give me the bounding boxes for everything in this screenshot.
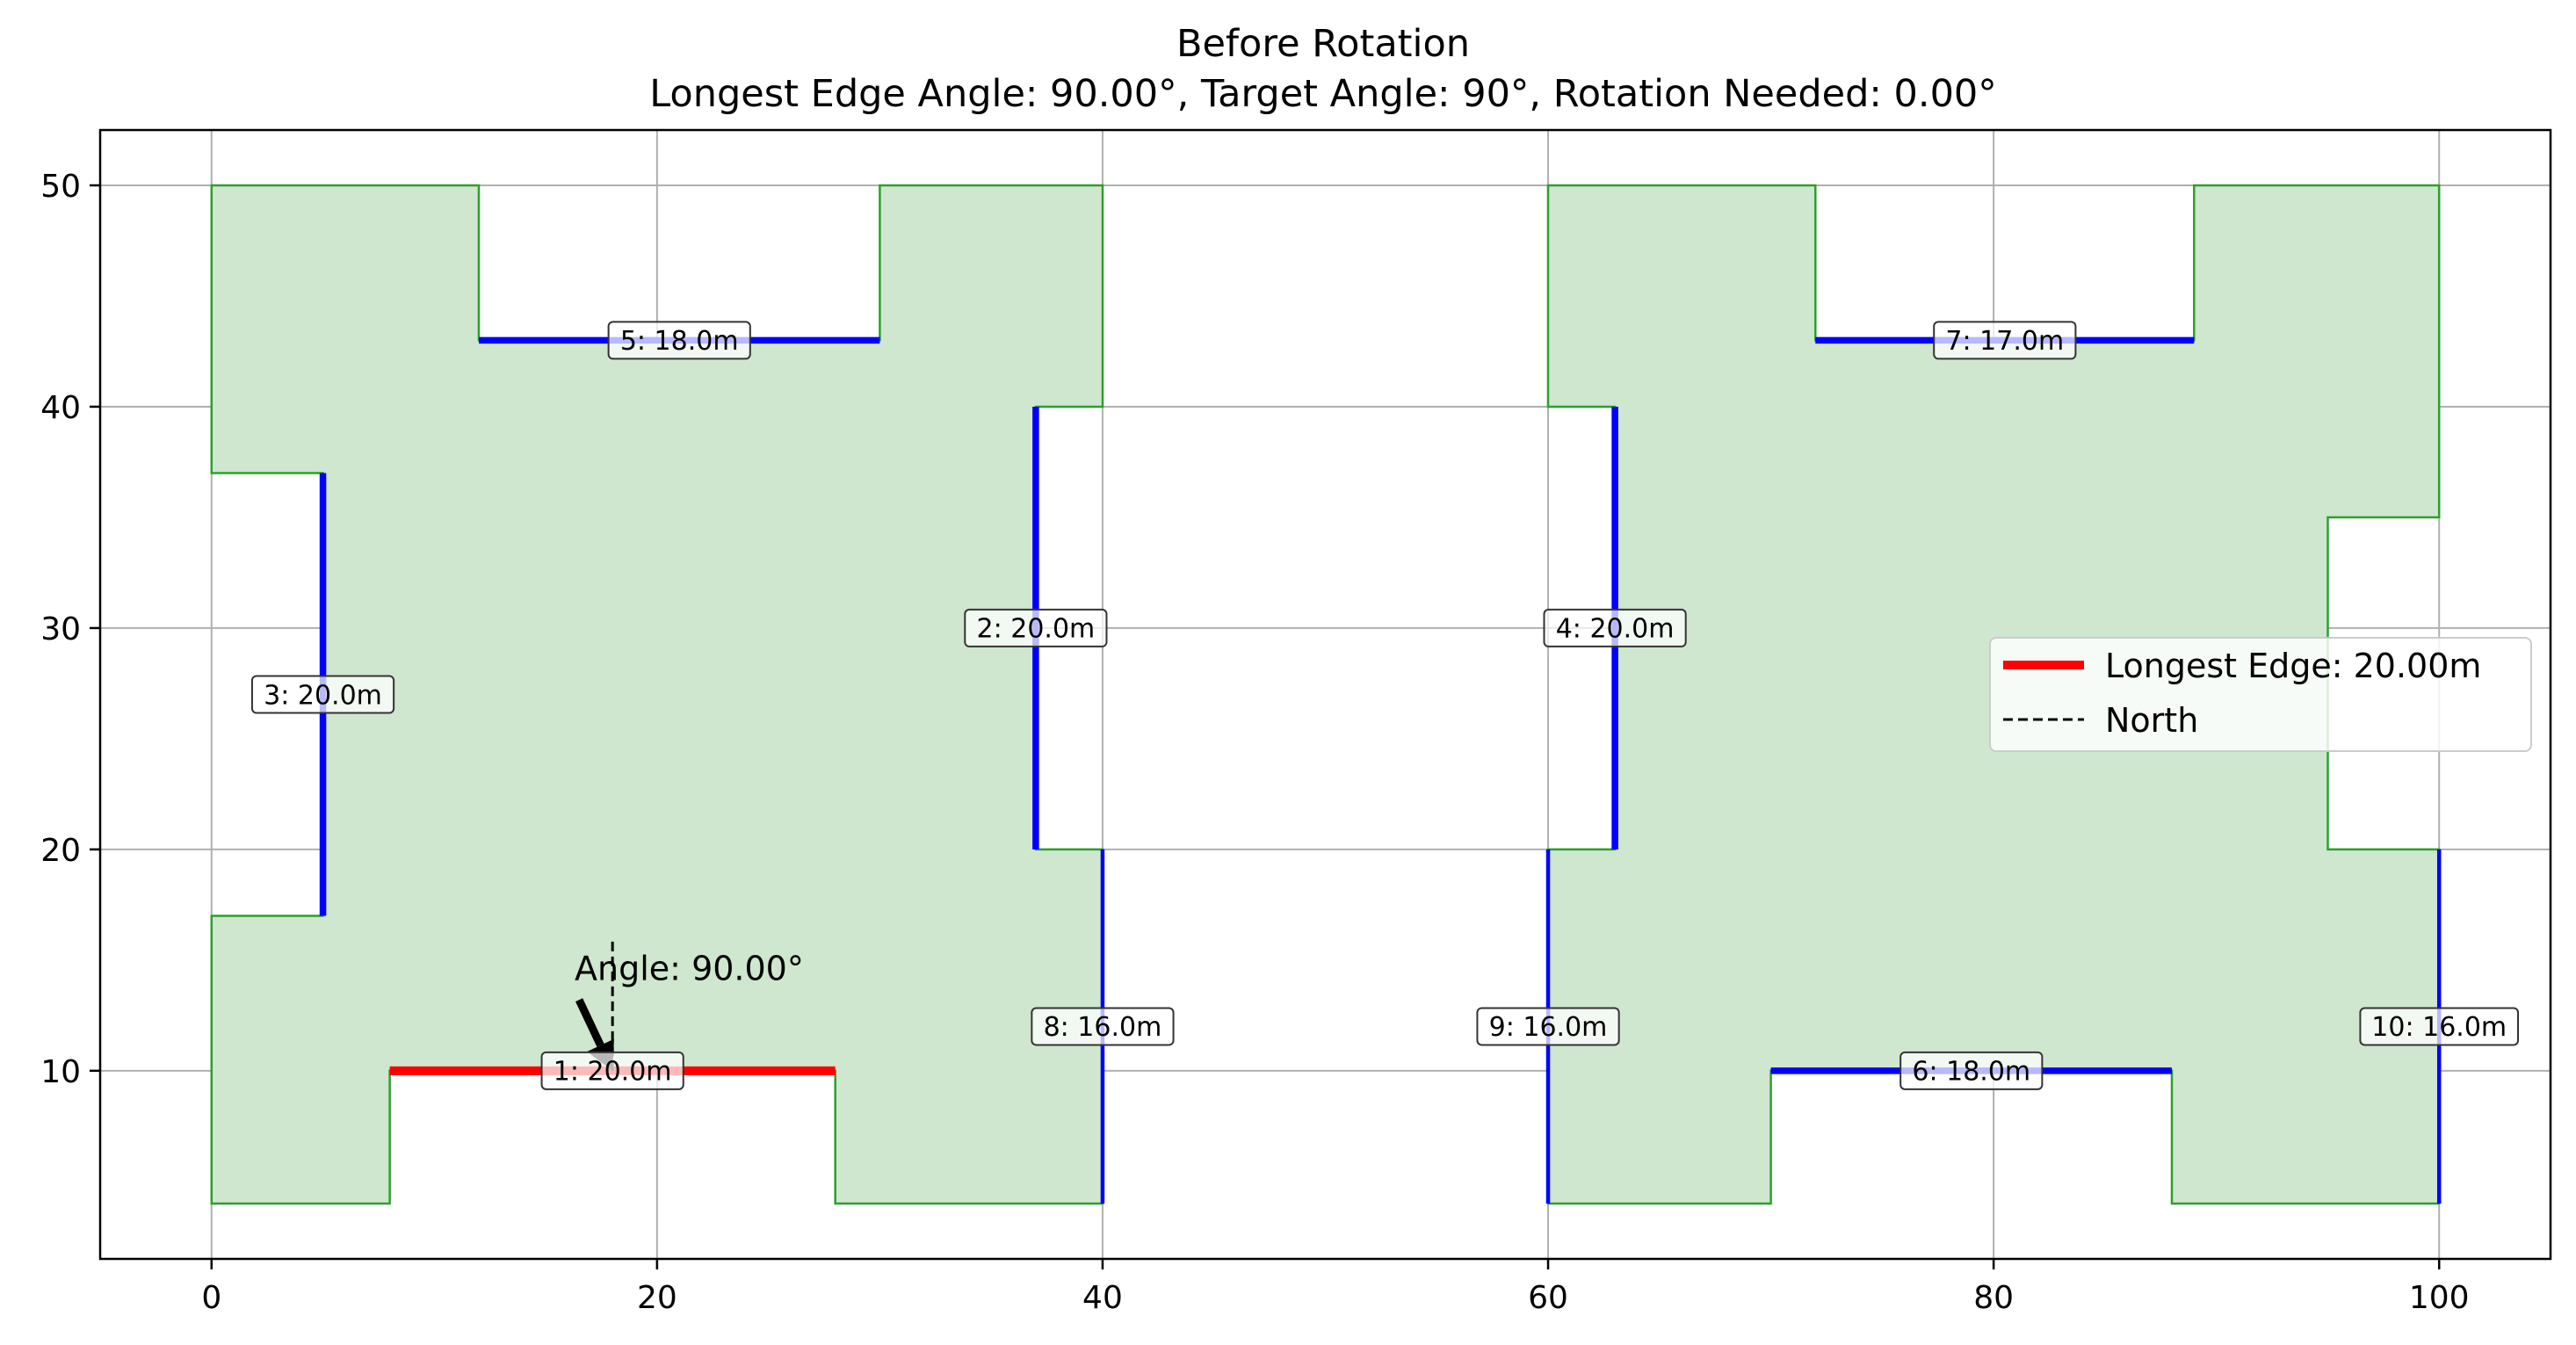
edge-label-5: 5: 18.0m bbox=[609, 322, 750, 358]
edge-label-8: 8: 16.0m bbox=[1031, 1008, 1173, 1045]
edge-label-10: 10: 16.0m bbox=[2360, 1008, 2518, 1045]
edge-label-4: 4: 20.0m bbox=[1545, 610, 1686, 647]
chart-subtitle: Longest Edge Angle: 90.00°, Target Angle… bbox=[649, 72, 1997, 116]
edge-label-9: 9: 16.0m bbox=[1477, 1008, 1618, 1045]
legend-label-longest-edge: Longest Edge: 20.00m bbox=[2105, 647, 2481, 685]
edge-label-2: 2: 20.0m bbox=[965, 610, 1106, 647]
chart-title: Before Rotation bbox=[1176, 22, 1470, 66]
edge-label-text-1: 1: 20.0m bbox=[554, 1057, 672, 1088]
edge-label-1: 1: 20.0m bbox=[542, 1052, 684, 1089]
edge-label-7: 7: 17.0m bbox=[1934, 322, 2075, 358]
y-tick-label-30: 30 bbox=[40, 611, 81, 647]
edge-label-text-8: 8: 16.0m bbox=[1044, 1012, 1162, 1043]
edge-label-6: 6: 18.0m bbox=[1900, 1052, 2042, 1089]
edge-label-text-6: 6: 18.0m bbox=[1912, 1057, 2030, 1088]
x-tick-label-80: 80 bbox=[1973, 1280, 2014, 1316]
x-tick-label-40: 40 bbox=[1082, 1280, 1123, 1316]
legend: Longest Edge: 20.00m North bbox=[1990, 638, 2531, 751]
edge-label-text-2: 2: 20.0m bbox=[977, 614, 1096, 645]
y-tick-label-20: 20 bbox=[40, 833, 81, 869]
edge-label-text-4: 4: 20.0m bbox=[1556, 614, 1675, 645]
x-tick-label-0: 0 bbox=[201, 1280, 221, 1316]
edge-label-text-10: 10: 16.0m bbox=[2371, 1012, 2507, 1043]
y-tick-label-10: 10 bbox=[40, 1054, 81, 1090]
edge-label-text-7: 7: 17.0m bbox=[1945, 326, 2064, 357]
x-tick-label-20: 20 bbox=[637, 1280, 677, 1316]
edge-label-text-9: 9: 16.0m bbox=[1489, 1012, 1608, 1043]
x-tick-label-60: 60 bbox=[1528, 1280, 1568, 1316]
edge-label-3: 3: 20.0m bbox=[252, 676, 394, 713]
y-tick-label-50: 50 bbox=[40, 169, 81, 205]
edge-label-text-5: 5: 18.0m bbox=[620, 326, 739, 357]
angle-annotation-text: Angle: 90.00° bbox=[575, 950, 804, 988]
x-tick-label-100: 100 bbox=[2409, 1280, 2470, 1316]
y-tick-label-40: 40 bbox=[40, 390, 81, 426]
legend-label-north: North bbox=[2105, 701, 2198, 740]
edge-label-text-3: 3: 20.0m bbox=[264, 680, 382, 711]
